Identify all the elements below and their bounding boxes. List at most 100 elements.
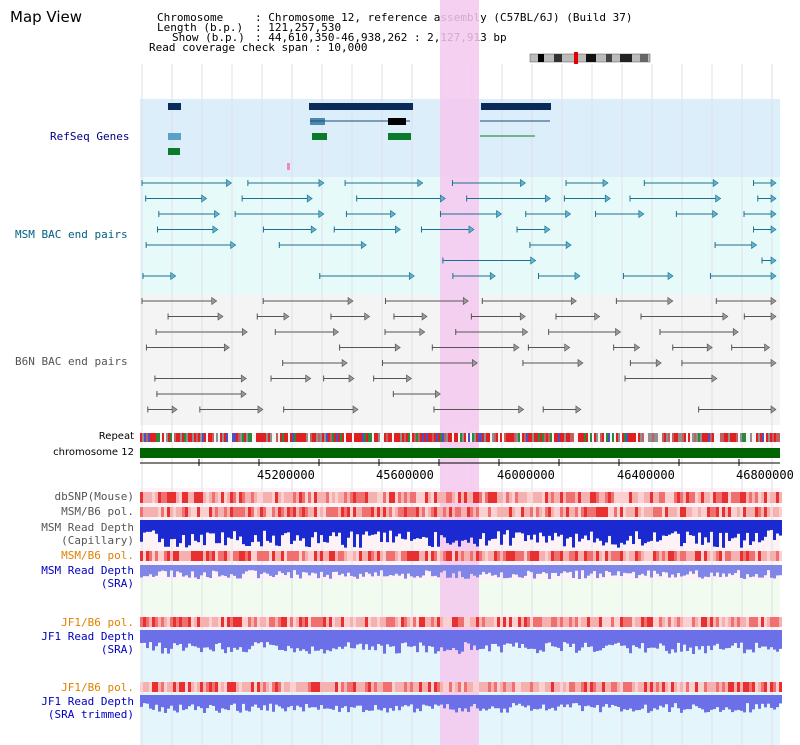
repeat-segment bbox=[216, 433, 218, 442]
msm-b6-pol-strip bbox=[662, 551, 665, 561]
msm-capillary-depth-bar bbox=[575, 520, 578, 534]
jf1-b6-pol-strip bbox=[773, 682, 776, 692]
jf1-b6-pol-strip bbox=[602, 617, 605, 627]
msm-bac-pair-end bbox=[544, 194, 551, 203]
msm-bac-pair-end bbox=[468, 225, 475, 234]
msm-b6-pol-strip bbox=[491, 551, 494, 561]
jf1-trimmed-depth-bar bbox=[650, 695, 653, 712]
repeat-segment bbox=[508, 433, 510, 442]
jf1-b6-pol-strip bbox=[251, 617, 254, 627]
msm-b6-pol-strip bbox=[602, 507, 605, 517]
jf1-sra-depth-bar bbox=[344, 630, 347, 647]
jf1-sra-depth-bar bbox=[563, 630, 566, 643]
msm-sra-depth-bar bbox=[335, 565, 338, 572]
msm-b6-pol-strip bbox=[314, 551, 317, 561]
jf1-b6-pol-strip bbox=[485, 682, 488, 692]
dbsnp-strip bbox=[599, 492, 602, 503]
msm-capillary-depth-bar bbox=[383, 520, 386, 533]
jf1-b6-pol-strip bbox=[242, 617, 245, 627]
jf1-sra-depth-bar bbox=[506, 630, 509, 644]
jf1-sra-depth-bar bbox=[641, 630, 644, 644]
jf1-trimmed-depth-bar bbox=[272, 695, 275, 712]
msm-sra-depth-bar bbox=[266, 565, 269, 574]
msm-b6-pol-strip bbox=[611, 507, 614, 517]
repeat-segment bbox=[480, 433, 482, 442]
jf1-b6-pol-strip bbox=[626, 682, 629, 692]
msm-capillary-depth-bar bbox=[368, 520, 371, 536]
msm-capillary-depth-bar bbox=[728, 520, 731, 541]
msm-b6-pol-strip bbox=[356, 507, 359, 517]
repeat-segment bbox=[592, 433, 594, 442]
jf1-b6-pol-strip bbox=[482, 682, 485, 692]
repeat-segment bbox=[424, 433, 426, 442]
msm-capillary-depth-bar bbox=[476, 520, 479, 547]
jf1-trimmed-depth-bar bbox=[701, 695, 704, 710]
jf1-trimmed-depth-bar bbox=[356, 695, 359, 706]
dbsnp-strip bbox=[422, 492, 425, 503]
repeat-segment bbox=[746, 433, 748, 442]
msm-sra-depth-bar bbox=[179, 565, 182, 573]
dbsnp-strip bbox=[368, 492, 371, 503]
msm-b6-pol-strip bbox=[449, 507, 452, 517]
repeat-segment bbox=[778, 433, 780, 442]
jf1-trimmed-depth-bar bbox=[296, 695, 299, 706]
jf1-b6-pol-strip bbox=[524, 617, 527, 627]
jf1-b6-pol-strip bbox=[203, 682, 206, 692]
jf1-b6-pol-strip bbox=[284, 617, 287, 627]
msm-b6-pol-strip bbox=[764, 551, 767, 561]
jf1-b6-pol-strip bbox=[614, 682, 617, 692]
jf1-b6-pol-strip bbox=[233, 617, 236, 627]
msm-b6-pol-strip bbox=[479, 507, 482, 517]
msm-b6-pol-strip bbox=[437, 551, 440, 561]
jf1-b6-pol-strip bbox=[164, 617, 167, 627]
repeat-segment bbox=[458, 433, 460, 442]
msm-b6-pol-strip bbox=[161, 551, 164, 561]
repeat-segment bbox=[318, 433, 320, 442]
repeat-segment bbox=[328, 433, 330, 442]
jf1-sra-depth-bar bbox=[410, 630, 413, 647]
repeat-segment bbox=[448, 433, 450, 442]
msm-capillary-depth-bar bbox=[776, 520, 779, 534]
jf1-trimmed-depth-bar bbox=[284, 695, 287, 712]
b6n-bac-pair-end bbox=[240, 389, 247, 399]
msm-b6-pol-strip bbox=[458, 551, 461, 561]
track-label-jf1-depth-sra-2: (SRA) bbox=[100, 643, 134, 656]
jf1-sra-depth-bar bbox=[287, 630, 290, 646]
jf1-sra-depth-bar bbox=[389, 630, 392, 647]
msm-sra-depth-bar bbox=[704, 565, 707, 577]
b6n-bac-pair-end bbox=[223, 343, 230, 352]
jf1-sra-depth-bar bbox=[686, 630, 689, 652]
jf1-b6-pol-strip bbox=[689, 682, 692, 692]
msm-capillary-depth-bar bbox=[170, 520, 173, 540]
msm-b6-pol-strip bbox=[488, 507, 491, 517]
msm-b6-pol-strip bbox=[254, 551, 257, 561]
jf1-b6-pol-strip bbox=[347, 617, 350, 627]
dbsnp-strip bbox=[737, 492, 740, 503]
msm-b6-pol-strip bbox=[635, 507, 638, 517]
jf1-b6-pol-strip bbox=[287, 682, 290, 692]
msm-sra-depth-bar bbox=[620, 565, 623, 577]
dbsnp-strip bbox=[719, 492, 722, 503]
jf1-b6-pol-strip bbox=[761, 617, 764, 627]
msm-b6-pol-strip bbox=[344, 551, 347, 561]
msm-b6-pol-strip bbox=[176, 507, 179, 517]
repeat-segment bbox=[310, 433, 312, 442]
msm-b6-pol-strip bbox=[764, 507, 767, 517]
msm-sra-depth-bar bbox=[689, 565, 692, 572]
jf1-b6-pol-strip bbox=[500, 617, 503, 627]
jf1-sra-depth-bar bbox=[596, 630, 599, 652]
jf1-trimmed-depth-bar bbox=[749, 695, 752, 713]
msm-b6-pol-strip bbox=[650, 507, 653, 517]
msm-bac-pair-end bbox=[770, 178, 777, 188]
msm-sra-depth-bar bbox=[239, 565, 242, 579]
chromosome-ideogram[interactable] bbox=[528, 52, 654, 64]
jf1-b6-pol-strip bbox=[155, 682, 158, 692]
jf1-b6-pol-strip bbox=[446, 617, 449, 627]
repeat-segment bbox=[596, 433, 598, 442]
msm-sra-depth-bar bbox=[329, 565, 332, 579]
msm-b6-pol-strip bbox=[230, 507, 233, 517]
msm-sra-depth-bar bbox=[494, 565, 497, 575]
msm-b6-pol-strip bbox=[773, 507, 776, 517]
genome-browser-panel[interactable] bbox=[140, 0, 790, 745]
jf1-trimmed-depth-bar bbox=[386, 695, 389, 713]
